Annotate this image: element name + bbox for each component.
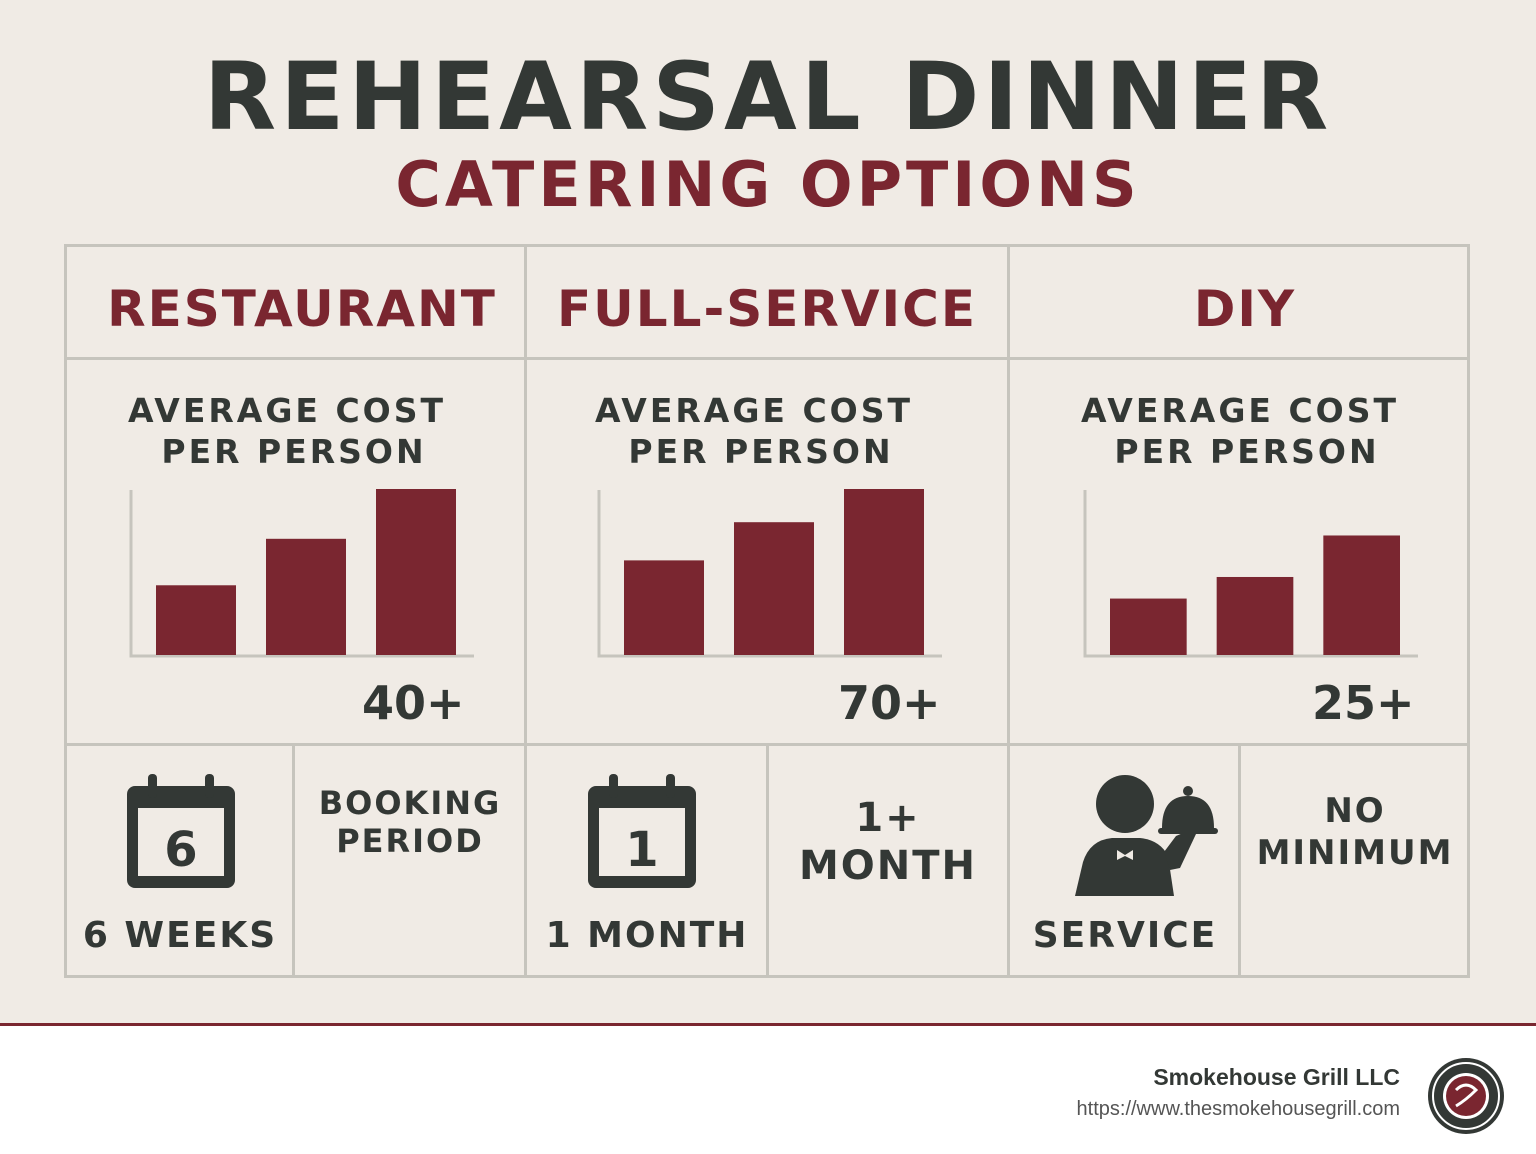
cost-chart-full-service	[597, 489, 942, 658]
cost-label-diy: AVERAGE COST PER PERSON	[1010, 390, 1470, 472]
grid-divider	[64, 743, 1470, 746]
cost-label-line: PER PERSON	[1114, 432, 1380, 471]
booking-period-label: BOOKING PERIOD	[296, 784, 524, 860]
chart-bar	[1216, 576, 1294, 655]
chart-axis	[597, 490, 942, 658]
side-label-line: MONTH	[798, 843, 978, 889]
cost-value-diy: 25+	[1312, 676, 1415, 730]
cost-label-line: PER PERSON	[161, 432, 427, 471]
calendar-icon: 1	[588, 774, 696, 888]
column-heading-diy: DIY	[1193, 280, 1297, 338]
grid-divider	[766, 744, 769, 978]
chart-bar	[156, 585, 236, 655]
chart-axis	[1083, 490, 1418, 658]
calendar-number: 1	[625, 822, 658, 878]
cost-label-line: AVERAGE COST	[128, 391, 446, 430]
side-label-line: 1+	[855, 795, 921, 841]
cost-value-restaurant: 40+	[362, 676, 465, 730]
footer-divider	[0, 1023, 1536, 1026]
grid-divider	[292, 744, 295, 978]
chart-bar	[734, 522, 814, 655]
column-heading-full-service: FULL-SERVICE	[556, 280, 978, 338]
cost-label-restaurant: AVERAGE COST PER PERSON	[67, 390, 507, 472]
grid-divider	[524, 244, 527, 978]
grid-divider	[64, 357, 1470, 360]
cost-value-full-service: 70+	[838, 676, 941, 730]
smokehouse-grill-logo	[1428, 1058, 1504, 1134]
calendar-number: 6	[164, 822, 197, 878]
column-heading-restaurant: RESTAURANT	[107, 280, 497, 338]
company-url[interactable]: https://www.thesmokehousegrill.com	[1076, 1098, 1400, 1120]
grid-divider	[1238, 744, 1241, 978]
chart-axis	[129, 490, 474, 658]
cost-label-line: PER PERSON	[628, 432, 894, 471]
full-service-booking-period: 1+ MONTH	[769, 794, 1007, 890]
cost-label-full-service: AVERAGE COST PER PERSON	[527, 390, 981, 472]
booking-lead-time-restaurant: 6 WEEKS	[82, 915, 278, 956]
chart-bar	[1110, 598, 1187, 655]
no-minimum-label: NO MINIMUM	[1241, 790, 1469, 874]
page-title: REHEARSAL DINNER	[203, 43, 1333, 152]
booking-lead-time-full-service: 1 MONTH	[545, 915, 749, 956]
chart-bar	[1323, 535, 1400, 655]
calendar-icon: 6	[127, 774, 235, 888]
cost-chart-restaurant	[129, 489, 474, 658]
page-subtitle: CATERING OPTIONS	[395, 148, 1141, 221]
side-label-line: NO	[1324, 791, 1386, 831]
chart-bar	[266, 538, 346, 655]
chart-bar	[844, 489, 924, 655]
chart-bar	[624, 560, 704, 655]
waiter-icon	[1075, 775, 1218, 896]
cost-chart-diy	[1083, 490, 1418, 658]
service-label: SERVICE	[1032, 915, 1218, 956]
footer	[0, 1026, 1536, 1154]
cost-label-line: AVERAGE COST	[1081, 391, 1399, 430]
grid-divider	[1007, 244, 1010, 978]
company-name: Smokehouse Grill LLC	[1153, 1064, 1400, 1090]
side-label-line: MINIMUM	[1256, 833, 1454, 873]
side-label-line: PERIOD	[336, 822, 484, 860]
chart-bar	[376, 489, 456, 655]
cost-label-line: AVERAGE COST	[595, 391, 913, 430]
side-label-line: BOOKING	[318, 784, 502, 822]
